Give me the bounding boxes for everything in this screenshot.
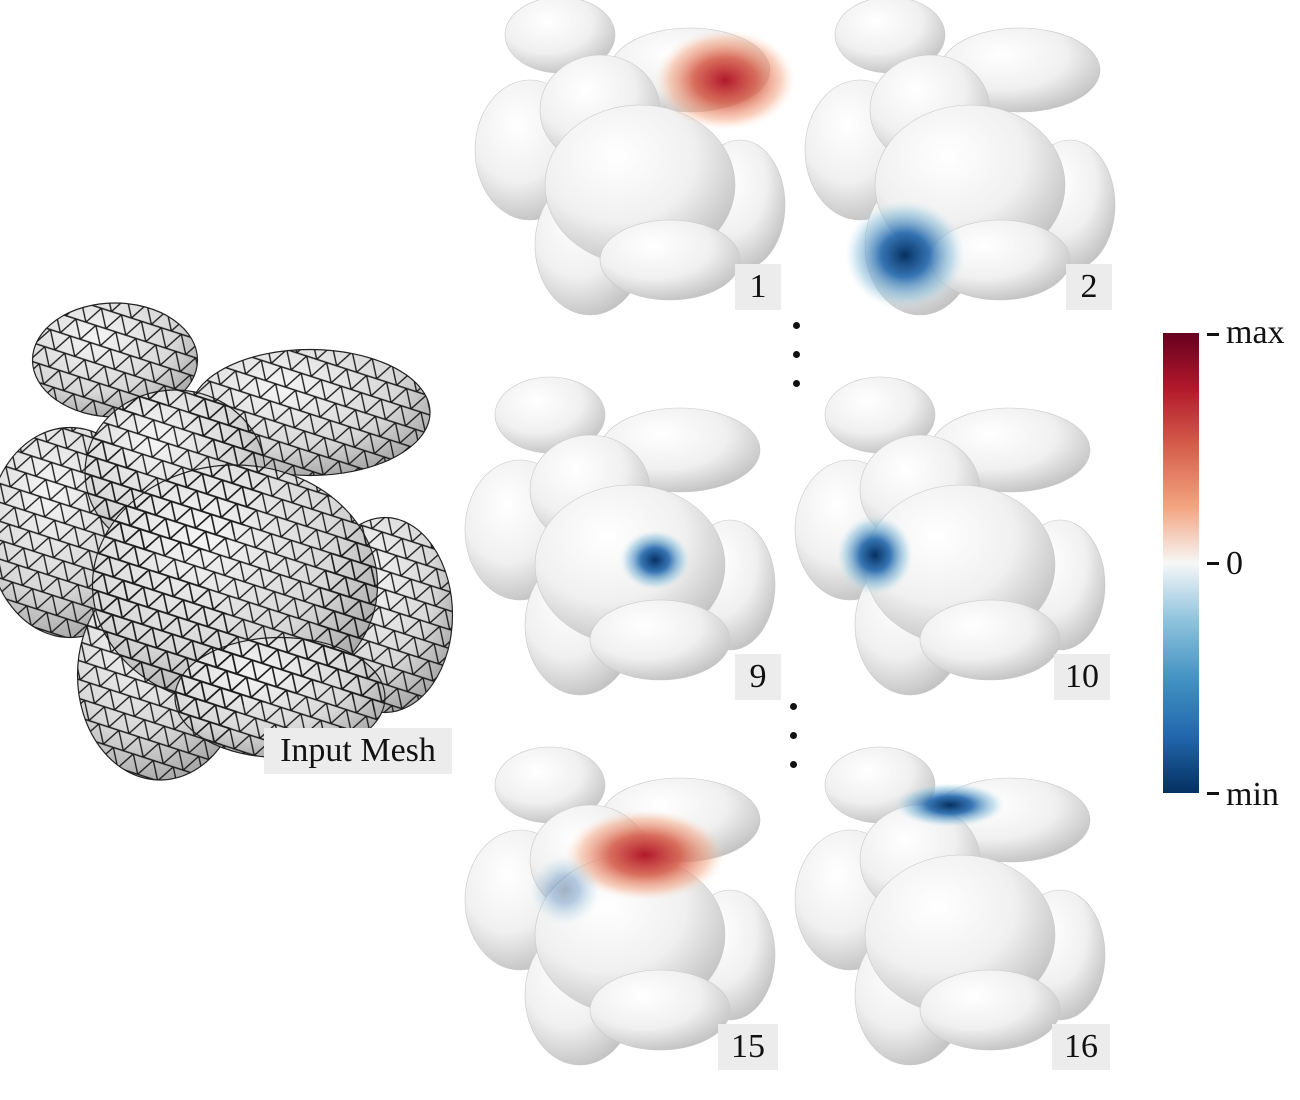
panel-blob-16 bbox=[895, 783, 1005, 827]
panel-shape-15 bbox=[464, 746, 776, 1066]
input-mesh-label: Input Mesh bbox=[264, 728, 452, 774]
ellipsis-dot bbox=[790, 703, 797, 710]
panel-shape-10 bbox=[794, 376, 1106, 696]
panel-blob-1 bbox=[655, 30, 795, 130]
colorbar-label-zero: 0 bbox=[1226, 545, 1243, 582]
ellipsis-dot bbox=[790, 761, 797, 768]
input-mesh-shape bbox=[0, 302, 454, 781]
panel-label-16: 16 bbox=[1052, 1024, 1110, 1070]
panel-shape-9 bbox=[464, 376, 776, 696]
colorbar-tick-max bbox=[1207, 333, 1219, 336]
panel-blob-2 bbox=[845, 200, 965, 310]
ellipsis-dot bbox=[793, 351, 800, 358]
panel-shape-2 bbox=[804, 0, 1116, 316]
panel-label-9: 9 bbox=[735, 654, 781, 700]
panel-blob-9 bbox=[620, 530, 690, 590]
colorbar-label-min: min bbox=[1226, 776, 1279, 813]
panel-shape-1 bbox=[474, 0, 795, 316]
panel-label-2: 2 bbox=[1066, 264, 1112, 310]
colorbar-tick-min bbox=[1207, 792, 1219, 795]
colorbar-label-max: max bbox=[1226, 314, 1285, 351]
ellipsis-dot bbox=[793, 322, 800, 329]
ellipsis-dot bbox=[793, 380, 800, 387]
colorbar bbox=[1163, 333, 1199, 793]
colorbar-tick-zero bbox=[1207, 562, 1219, 565]
panel-label-10: 10 bbox=[1054, 654, 1110, 700]
panel-shape-16 bbox=[794, 746, 1106, 1066]
panel-label-1: 1 bbox=[735, 264, 781, 310]
panel-blob-10 bbox=[837, 515, 913, 595]
panel-label-15: 15 bbox=[718, 1024, 778, 1070]
panel-blob-15 bbox=[565, 810, 725, 900]
ellipsis-dot bbox=[790, 732, 797, 739]
